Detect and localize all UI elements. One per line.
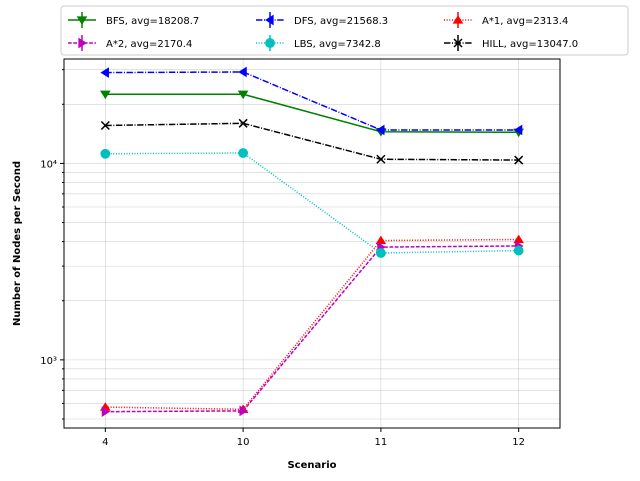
series-line: [105, 238, 519, 411]
legend-label: BFS, avg=18208.7: [106, 16, 199, 27]
data-point: [238, 118, 248, 128]
data-point: [375, 124, 385, 136]
x-tick-label: 12: [512, 437, 525, 448]
y-tick-label: 10³: [40, 356, 57, 367]
x-axis: 4 10 11 12: [102, 428, 525, 448]
x-tick-label: 10: [237, 437, 250, 448]
legend-label: LBS, avg=7342.8: [294, 39, 381, 50]
legend-label: A*2, avg=2170.4: [106, 39, 192, 50]
legend-marker: [78, 37, 87, 49]
x-tick-label: 11: [375, 437, 388, 448]
legend-item: DFS, avg=21568.3: [256, 12, 388, 28]
data-point: [239, 405, 249, 417]
y-axis-label: Number of Nodes per Second: [12, 161, 23, 326]
x-tick-label: 4: [102, 437, 108, 448]
series-line: [105, 93, 519, 134]
data-point: [100, 90, 111, 100]
data-point: [513, 234, 524, 244]
data-point: [375, 248, 386, 258]
data-point: [375, 235, 387, 245]
data-point: [101, 406, 111, 417]
series-layer: [100, 66, 524, 417]
legend-item: A*1, avg=2313.4: [444, 12, 568, 28]
legend-label: HILL, avg=13047.0: [482, 39, 578, 50]
legend-label: DFS, avg=21568.3: [294, 16, 388, 27]
series-1: [100, 66, 523, 136]
plot-frame: [63, 58, 561, 429]
legend-marker: [265, 38, 275, 48]
series-2: [100, 234, 524, 413]
grid: [64, 59, 560, 428]
data-point: [237, 90, 249, 100]
x-axis-label: Scenario: [287, 460, 336, 471]
data-point: [238, 66, 247, 78]
series-line: [105, 71, 519, 131]
legend-box: [60, 5, 629, 56]
legend-marker: [76, 16, 88, 25]
legend-marker: [453, 38, 463, 48]
data-point: [100, 120, 110, 131]
series-5: [100, 118, 524, 165]
series-line: [105, 122, 519, 161]
data-point: [513, 124, 523, 136]
legend-item: A*2, avg=2170.4: [68, 35, 192, 51]
y-axis: 10³ 10⁴: [40, 69, 64, 420]
legend-item: HILL, avg=13047.0: [444, 35, 578, 51]
series-4: [100, 148, 524, 258]
legend-marker: [452, 15, 464, 24]
data-point: [100, 67, 109, 78]
data-point: [100, 148, 111, 159]
data-point: [513, 245, 524, 256]
data-point: [514, 155, 524, 165]
legend-item: BFS, avg=18208.7: [68, 12, 199, 28]
legend: BFS, avg=18208.7 DFS, avg=21568.3 A*1, avg…: [60, 5, 629, 56]
data-point: [238, 148, 249, 158]
series-line: [105, 152, 519, 254]
legend-marker: [265, 14, 274, 26]
data-point: [376, 154, 386, 164]
series-line: [105, 245, 519, 413]
legend-label: A*1, avg=2313.4: [482, 16, 568, 27]
y-tick-label: 10⁴: [40, 159, 57, 170]
legend-item: LBS, avg=7342.8: [256, 35, 381, 51]
